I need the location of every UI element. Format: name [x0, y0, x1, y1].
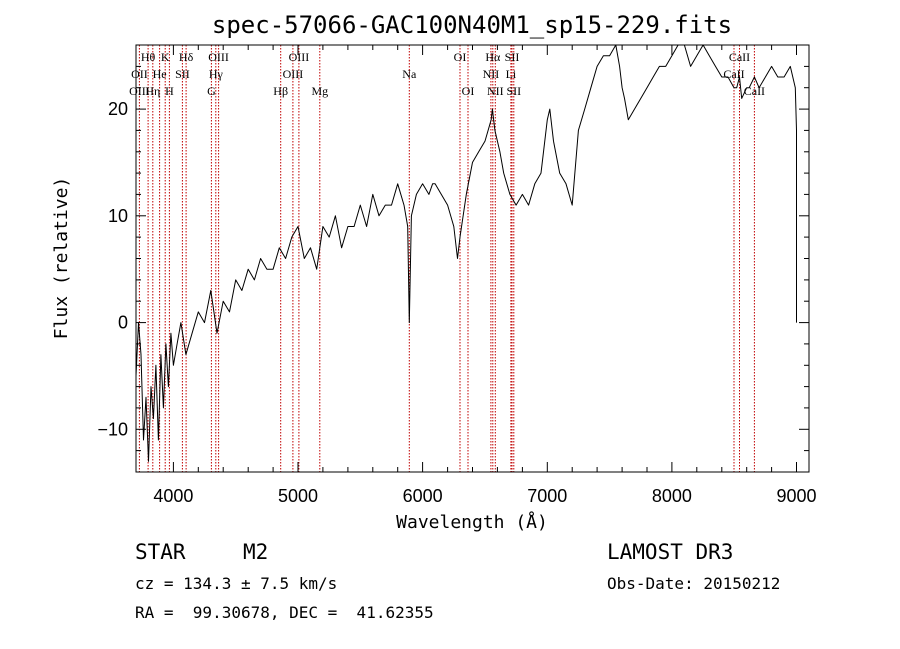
x-axis-label: Wavelength (Å)	[396, 511, 548, 533]
y-axis-label: Flux (relative)	[51, 177, 72, 340]
emission-line-label: NII	[483, 67, 500, 81]
redshift-cz: cz = 134.3 ± 7.5 km/s	[135, 574, 338, 593]
plot-frame	[135, 44, 810, 473]
emission-line-label: Hβ	[273, 84, 288, 98]
emission-line-label: OIII	[289, 50, 310, 64]
emission-line-label: Hθ	[141, 50, 156, 64]
x-tick-label: 8000	[652, 486, 692, 506]
spectrum-line-flux	[135, 44, 797, 462]
emission-line-label: OIII	[129, 84, 150, 98]
y-axis: −10 0 10 20	[97, 44, 809, 473]
emission-line-label: Hδ	[179, 50, 194, 64]
emission-line-label: SII	[506, 84, 521, 98]
emission-line-label: Na	[402, 67, 417, 81]
emission-line-label: SII	[505, 50, 520, 64]
emission-line-label: OII	[131, 67, 148, 81]
emission-line-label: NII	[487, 84, 504, 98]
emission-line-label: Li	[506, 67, 517, 81]
chart-title: spec-57066-GAC100N40M1_sp15-229.fits	[212, 11, 732, 39]
object-class: STAR	[135, 540, 186, 564]
emission-line-label: OIII	[208, 50, 229, 64]
emission-line-label: SII	[175, 67, 190, 81]
emission-line-label: K	[161, 50, 170, 64]
emission-line-label: Hα	[485, 50, 501, 64]
y-tick-label: −10	[97, 419, 128, 439]
emission-line-label: CaII	[723, 67, 744, 81]
emission-line-label: OIII	[283, 67, 304, 81]
ra-dec-coordinates: RA = 99.30678, DEC = 41.62355	[135, 603, 434, 622]
emission-line-label: He	[153, 67, 167, 81]
emission-line-label: CaII	[729, 50, 750, 64]
survey-name: LAMOST DR3	[607, 540, 734, 564]
emission-line-label: H	[165, 84, 174, 98]
emission-line-markers	[138, 45, 755, 472]
object-subclass: M2	[243, 540, 269, 564]
spectrum-series	[135, 44, 797, 462]
x-tick-label: 5000	[278, 486, 318, 506]
emission-line-label: OI	[462, 84, 475, 98]
emission-line-labels: Hθ K Hδ OIII OIII OI Hα SII CaII OII He SII Hγ OIII Na…	[129, 50, 765, 98]
x-axis: 4000 5000 6000 7000 8000 9000	[153, 45, 817, 506]
emission-line-label: Hγ	[209, 67, 224, 81]
x-tick-label: 4000	[153, 486, 193, 506]
x-tick-label: 9000	[776, 486, 816, 506]
emission-line-label: OI	[454, 50, 467, 64]
y-tick-label: 10	[108, 206, 128, 226]
emission-line-label: Mg	[311, 84, 328, 98]
emission-line-label: CaII	[744, 84, 765, 98]
y-tick-label: 0	[118, 313, 128, 333]
emission-line-label: G	[207, 84, 216, 98]
y-tick-label: 20	[108, 99, 128, 119]
emission-line-label: Hη	[145, 84, 160, 98]
x-tick-label: 6000	[403, 486, 443, 506]
observation-date: Obs-Date: 20150212	[607, 574, 781, 593]
x-tick-label: 7000	[527, 486, 567, 506]
